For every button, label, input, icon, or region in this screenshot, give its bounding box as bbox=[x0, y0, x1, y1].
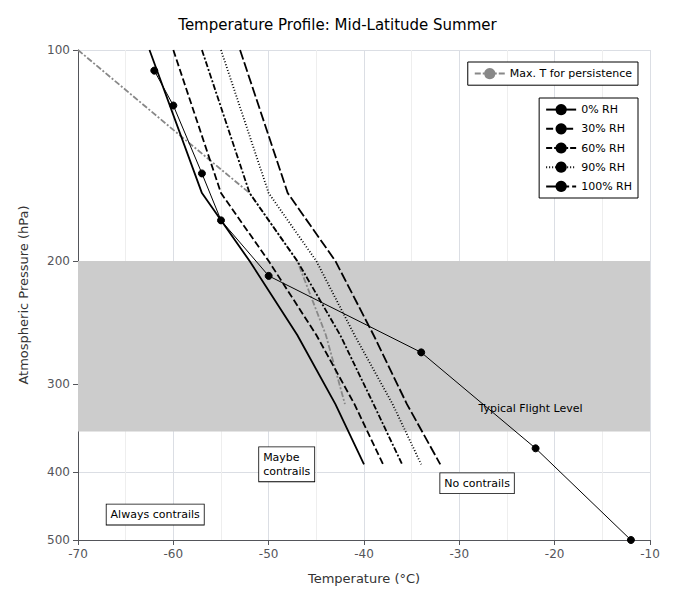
svg-text:300: 300 bbox=[47, 377, 70, 391]
svg-text:90% RH: 90% RH bbox=[581, 161, 625, 174]
svg-text:Atmospheric Pressure (hPa): Atmospheric Pressure (hPa) bbox=[16, 205, 31, 384]
svg-text:Typical Flight Level: Typical Flight Level bbox=[477, 402, 582, 415]
svg-text:-60: -60 bbox=[164, 547, 184, 561]
svg-text:200: 200 bbox=[47, 254, 70, 268]
svg-text:400: 400 bbox=[47, 465, 70, 479]
svg-text:Maybe: Maybe bbox=[263, 451, 300, 464]
svg-text:Always contrails: Always contrails bbox=[111, 508, 200, 521]
svg-text:Temperature (°C): Temperature (°C) bbox=[307, 571, 420, 586]
svg-text:Max. T for persistence: Max. T for persistence bbox=[510, 67, 632, 80]
svg-text:No contrails: No contrails bbox=[444, 477, 510, 490]
svg-text:-30: -30 bbox=[450, 547, 470, 561]
svg-text:-70: -70 bbox=[68, 547, 88, 561]
svg-text:100% RH: 100% RH bbox=[581, 180, 632, 193]
svg-text:60% RH: 60% RH bbox=[581, 142, 625, 155]
svg-text:Temperature Profile: Mid-Latit: Temperature Profile: Mid-Latitude Summer bbox=[177, 16, 497, 34]
svg-text:-20: -20 bbox=[545, 547, 565, 561]
svg-text:500: 500 bbox=[47, 533, 70, 547]
svg-text:-40: -40 bbox=[354, 547, 374, 561]
svg-text:100: 100 bbox=[47, 43, 70, 57]
svg-text:30% RH: 30% RH bbox=[581, 122, 625, 135]
svg-text:-10: -10 bbox=[640, 547, 660, 561]
svg-text:0% RH: 0% RH bbox=[581, 103, 618, 116]
svg-text:contrails: contrails bbox=[263, 465, 310, 478]
svg-text:-50: -50 bbox=[259, 547, 279, 561]
